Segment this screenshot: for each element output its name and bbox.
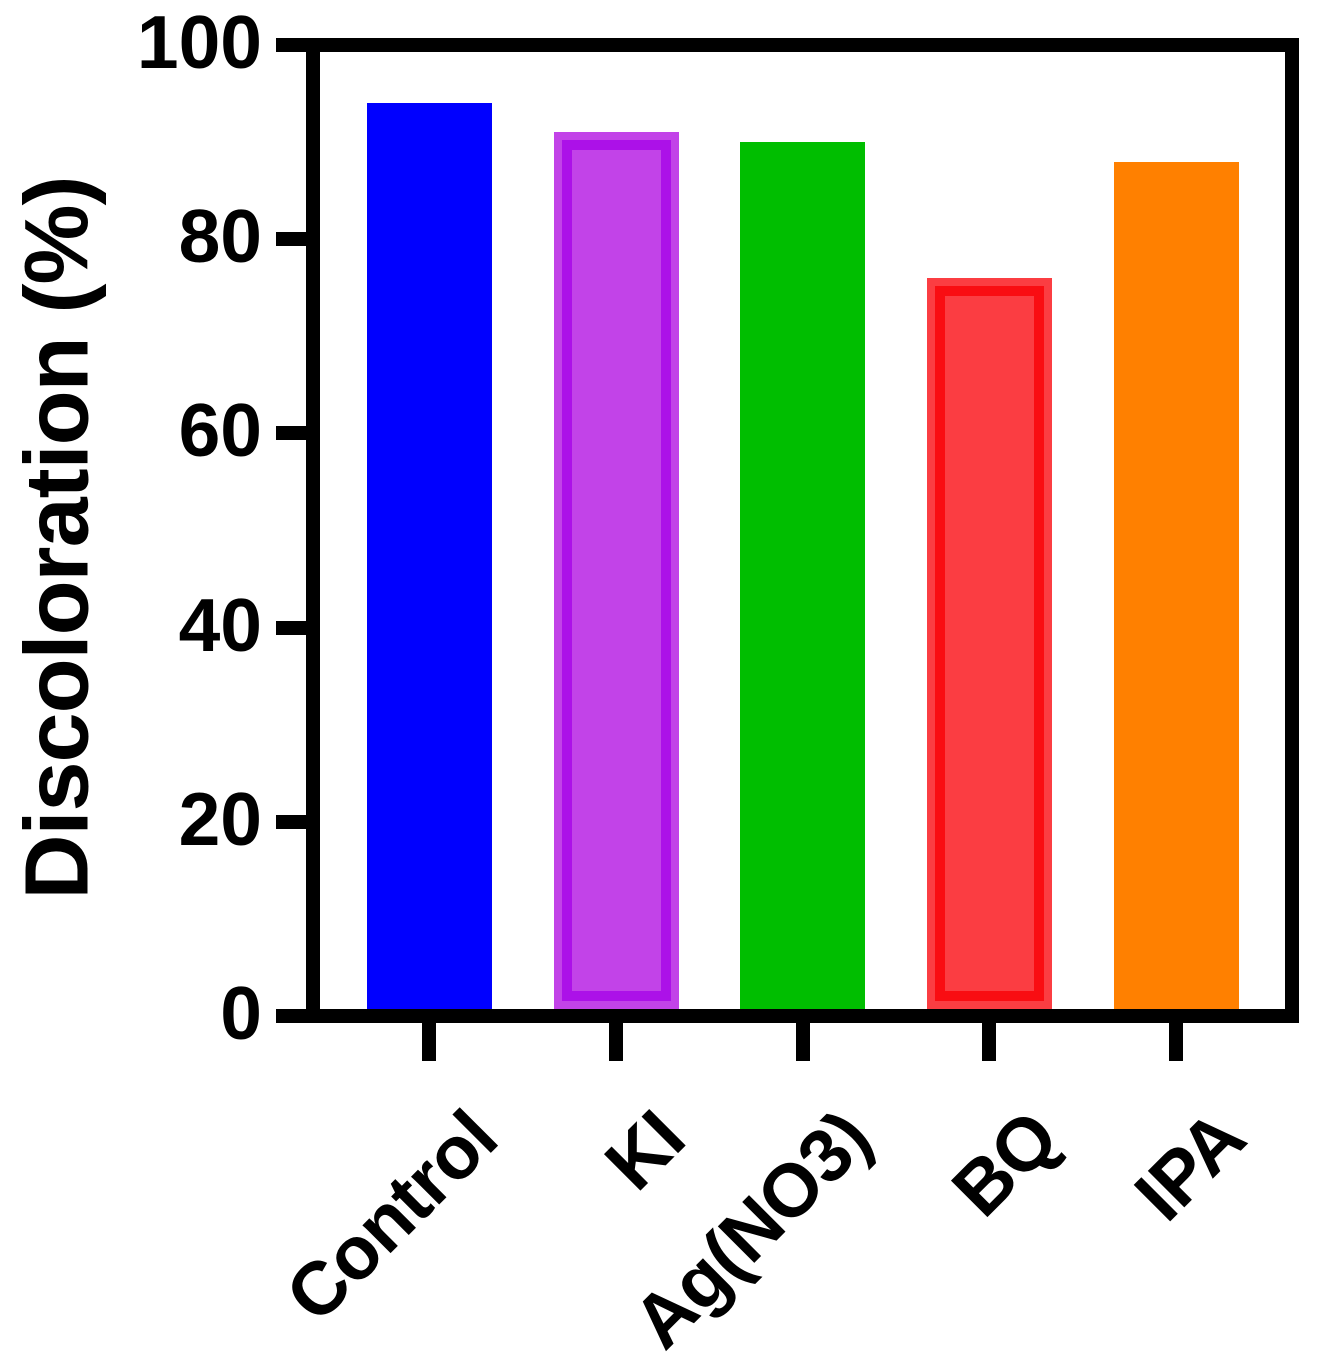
y-tick-80 [276, 232, 306, 247]
axis-frame [306, 38, 1299, 1023]
x-tick-bq [982, 1023, 996, 1061]
y-axis-title: Discoloration (%) [7, 176, 108, 900]
bar-ag-no3 [740, 142, 865, 1009]
y-tick-label-100: 100 [136, 0, 262, 84]
y-tick-label-40: 40 [178, 582, 262, 667]
y-tick-60 [276, 426, 306, 441]
x-tick-ag-no3 [795, 1023, 810, 1061]
y-tick-label-60: 60 [178, 388, 262, 473]
bar-ipa [1113, 161, 1239, 1009]
bar-ki [553, 132, 679, 1009]
x-tick-label-control: Control [269, 1094, 513, 1338]
y-tick-label-0: 0 [220, 971, 262, 1055]
x-tick-ipa [1169, 1023, 1183, 1061]
y-tick-label-80: 80 [178, 194, 262, 279]
bar-control [366, 103, 492, 1009]
y-tick-100 [276, 38, 306, 52]
x-tick-label-ipa: IPA [1118, 1094, 1260, 1237]
x-tick-control [422, 1023, 436, 1061]
y-tick-20 [276, 814, 306, 829]
x-tick-ki [609, 1023, 623, 1061]
bar-bq [926, 278, 1052, 1009]
y-tick-40 [276, 620, 306, 635]
x-tick-label-ki: KI [588, 1094, 700, 1206]
plot-content [320, 52, 1285, 1009]
y-tick-0 [276, 1009, 306, 1023]
y-tick-label-20: 20 [178, 776, 262, 861]
x-tick-label-bq: BQ [935, 1094, 1073, 1232]
plot-area [276, 38, 1299, 1061]
